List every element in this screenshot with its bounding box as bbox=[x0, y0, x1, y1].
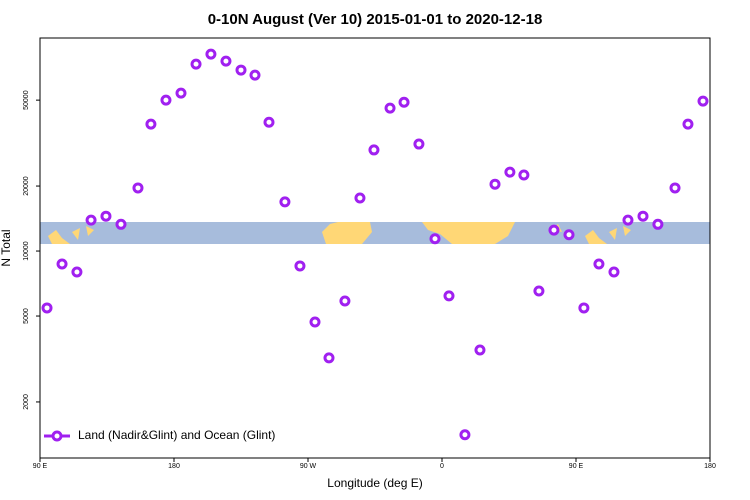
point bbox=[220, 55, 232, 67]
y-tick-label: 20000 bbox=[23, 176, 30, 196]
point bbox=[190, 58, 202, 70]
point bbox=[354, 192, 366, 204]
point bbox=[413, 138, 425, 150]
x-axis-label: Longitude (deg E) bbox=[327, 476, 422, 490]
point bbox=[593, 258, 605, 270]
point bbox=[132, 182, 144, 194]
y-tick-label: 2000 bbox=[23, 394, 30, 410]
land bbox=[48, 226, 94, 244]
map-band bbox=[40, 222, 710, 244]
x-tick-label: 180 bbox=[704, 463, 716, 470]
y-tick-label: 5000 bbox=[23, 308, 30, 324]
point bbox=[489, 178, 501, 190]
land bbox=[322, 222, 372, 244]
legend-marker bbox=[51, 430, 63, 442]
point bbox=[249, 69, 261, 81]
legend-item: Land (Nadir&Glint) and Ocean (Glint) bbox=[44, 428, 275, 442]
point bbox=[533, 285, 545, 297]
point bbox=[368, 144, 380, 156]
point bbox=[697, 95, 709, 107]
point bbox=[279, 196, 291, 208]
point bbox=[443, 290, 455, 302]
chart-title: 0-10N August (Ver 10) 2015-01-01 to 2020… bbox=[208, 11, 543, 28]
point bbox=[175, 87, 187, 99]
point bbox=[323, 352, 335, 364]
land bbox=[422, 222, 515, 244]
point bbox=[637, 210, 649, 222]
point bbox=[294, 260, 306, 272]
land bbox=[552, 224, 631, 244]
point bbox=[682, 118, 694, 130]
y-tick-label: 50000 bbox=[23, 90, 30, 110]
point bbox=[608, 266, 620, 278]
x-tick-label: 180 bbox=[168, 463, 180, 470]
legend-label: Land (Nadir&Glint) and Ocean (Glint) bbox=[78, 428, 275, 442]
point bbox=[622, 214, 634, 226]
point bbox=[652, 218, 664, 230]
point bbox=[669, 182, 681, 194]
point bbox=[263, 116, 275, 128]
point bbox=[504, 166, 516, 178]
ocean bbox=[40, 222, 710, 244]
point bbox=[145, 118, 157, 130]
point bbox=[100, 210, 112, 222]
point bbox=[115, 218, 127, 230]
x-tick-label: 0 bbox=[440, 463, 444, 470]
x-tick-label: 90 E bbox=[33, 463, 48, 470]
point bbox=[578, 302, 590, 314]
point bbox=[339, 295, 351, 307]
point bbox=[563, 229, 575, 241]
point bbox=[205, 48, 217, 60]
point bbox=[518, 169, 530, 181]
point bbox=[56, 258, 68, 270]
point bbox=[548, 224, 560, 236]
y-axis-label: N Total bbox=[0, 229, 13, 266]
point bbox=[160, 94, 172, 106]
x-tick-label: 90 E bbox=[569, 463, 584, 470]
y-tick-label: 10000 bbox=[23, 241, 30, 261]
point bbox=[71, 266, 83, 278]
x-tick-label: 90 W bbox=[300, 463, 317, 470]
point bbox=[398, 96, 410, 108]
point bbox=[41, 302, 53, 314]
point bbox=[235, 64, 247, 76]
point bbox=[459, 429, 471, 441]
point bbox=[309, 316, 321, 328]
point bbox=[85, 214, 97, 226]
point bbox=[384, 102, 396, 114]
plot-frame bbox=[39, 37, 711, 459]
point bbox=[474, 344, 486, 356]
point bbox=[429, 233, 441, 245]
